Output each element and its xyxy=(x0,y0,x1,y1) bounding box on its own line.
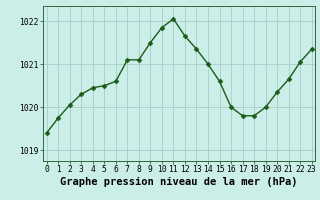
X-axis label: Graphe pression niveau de la mer (hPa): Graphe pression niveau de la mer (hPa) xyxy=(60,177,298,187)
